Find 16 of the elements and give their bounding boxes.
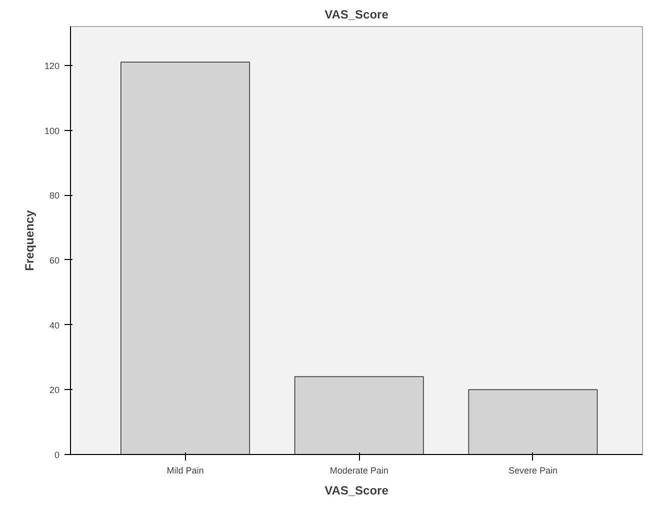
y-tick-label: 100 bbox=[44, 126, 60, 136]
bar bbox=[294, 376, 424, 454]
y-tick-label: 120 bbox=[44, 60, 60, 71]
bar bbox=[120, 62, 250, 454]
y-tick-label: 80 bbox=[49, 190, 60, 201]
x-axis-title: VAS_Score bbox=[324, 484, 389, 498]
y-axis-title: Frequency bbox=[22, 210, 36, 271]
bar bbox=[468, 389, 598, 454]
x-tick-label: Moderate Pain bbox=[330, 466, 388, 476]
x-tick-label: Mild Pain bbox=[166, 466, 204, 476]
chart-title: VAS_Score bbox=[324, 8, 389, 22]
y-tick-label: 0 bbox=[54, 450, 60, 460]
y-tick-label: 20 bbox=[49, 385, 60, 396]
y-tick-label: 40 bbox=[49, 320, 60, 330]
y-tick-label: 60 bbox=[49, 255, 60, 266]
x-tick-label: Severe Pain bbox=[508, 466, 558, 476]
